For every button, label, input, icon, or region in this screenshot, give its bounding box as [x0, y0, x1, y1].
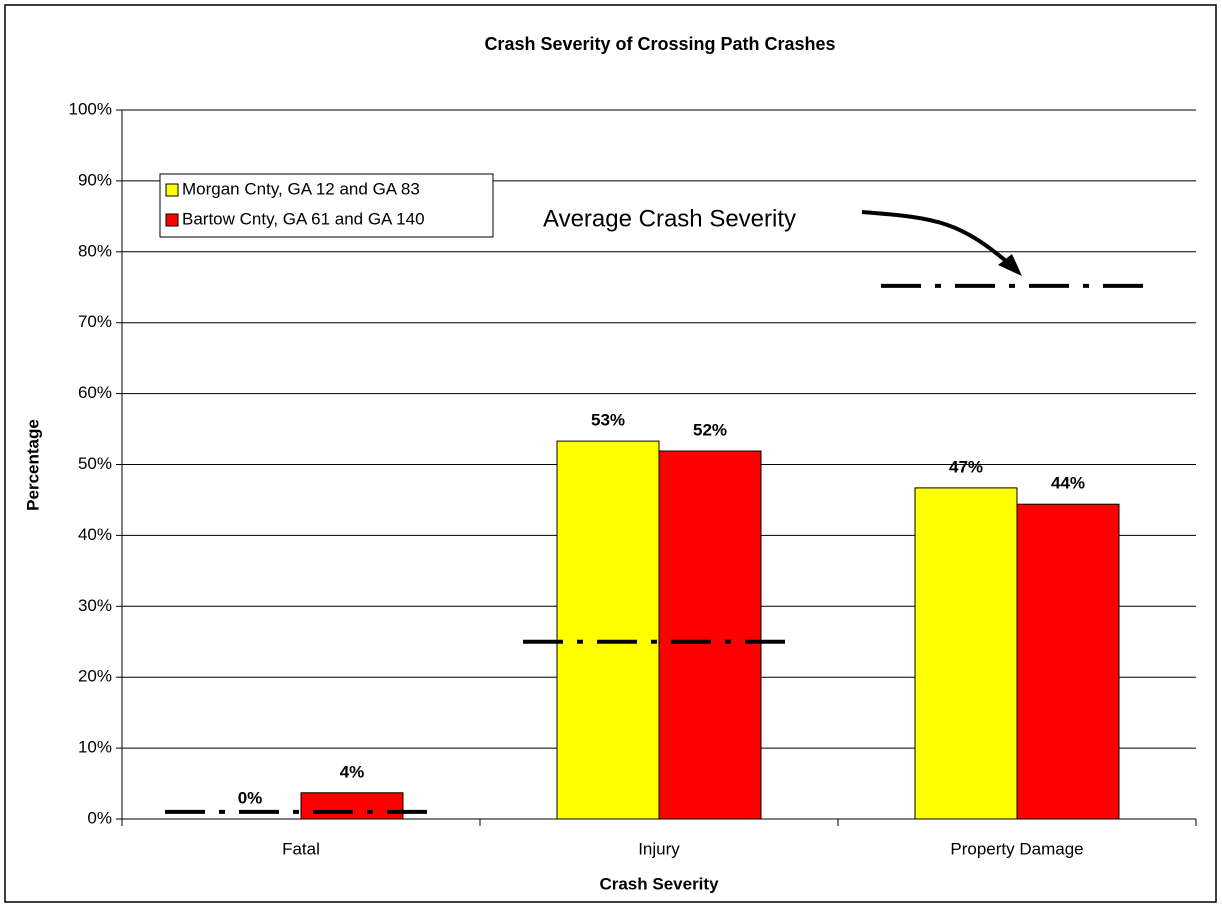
- legend-label: Morgan Cnty, GA 12 and GA 83: [182, 179, 420, 198]
- data-label: 53%: [591, 411, 625, 430]
- y-tick-label: 70%: [78, 312, 112, 331]
- bar: [300, 792, 404, 820]
- arrow-head: [998, 254, 1022, 276]
- y-axis-label: Percentage: [23, 419, 42, 511]
- x-tick-label: Property Damage: [950, 839, 1083, 858]
- y-tick-label: 50%: [78, 454, 112, 473]
- y-tick-label: 80%: [78, 241, 112, 260]
- bar: [556, 440, 660, 820]
- bar: [914, 487, 1018, 820]
- legend-label: Bartow Cnty, GA 61 and GA 140: [182, 209, 425, 228]
- legend-box: [159, 173, 494, 238]
- legend-swatch: [165, 213, 179, 227]
- y-tick-label: 10%: [78, 738, 112, 757]
- x-axis-label: Crash Severity: [599, 874, 719, 893]
- bar: [1016, 503, 1120, 820]
- y-tick-label: 20%: [78, 667, 112, 686]
- data-label: 47%: [949, 457, 983, 476]
- y-tick-label: 90%: [78, 170, 112, 189]
- y-tick-label: 40%: [78, 525, 112, 544]
- y-tick-label: 60%: [78, 383, 112, 402]
- legend-swatch: [165, 183, 179, 197]
- data-label: 44%: [1051, 474, 1085, 493]
- data-label: 52%: [693, 421, 727, 440]
- annotation-arrow: [861, 210, 1014, 268]
- x-tick-label: Fatal: [282, 839, 320, 858]
- x-tick-label: Injury: [638, 839, 680, 858]
- data-label: 4%: [340, 762, 365, 781]
- y-tick-label: 100%: [69, 99, 112, 118]
- y-tick-label: 30%: [78, 596, 112, 615]
- annotation: Average Crash Severity: [543, 205, 796, 232]
- bar: [658, 450, 762, 820]
- y-tick-label: 0%: [87, 808, 112, 827]
- data-label: 0%: [238, 788, 263, 807]
- chart-title: Crash Severity of Crossing Path Crashes: [484, 34, 835, 54]
